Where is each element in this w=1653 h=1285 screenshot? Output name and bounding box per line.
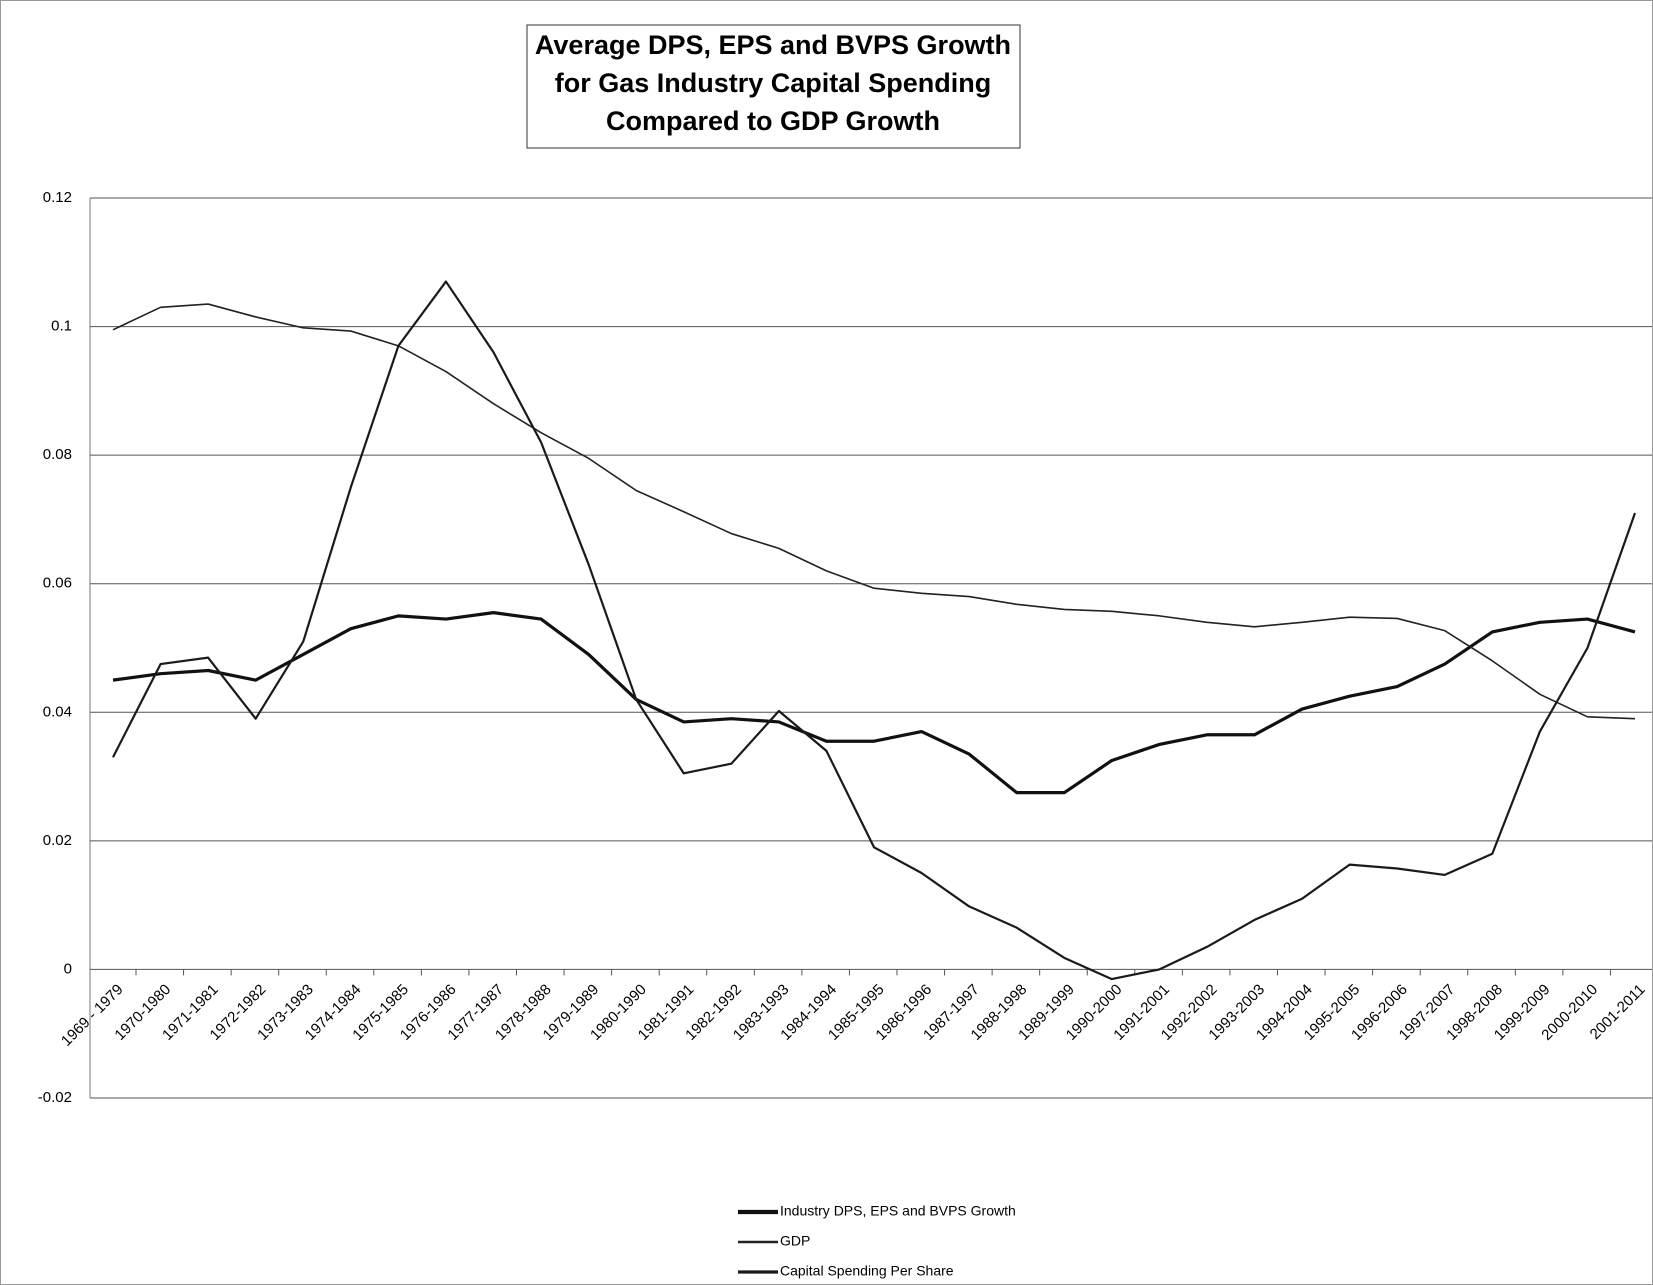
y-tick-label: 0.12	[43, 189, 72, 206]
y-tick-label: 0.08	[43, 446, 72, 463]
legend-label: Industry DPS, EPS and BVPS Growth	[780, 1203, 1016, 1219]
chart-title: Average DPS, EPS and BVPS Growth	[535, 30, 1011, 60]
title-box	[526, 24, 1021, 149]
y-tick-label: -0.02	[38, 1089, 72, 1106]
legend-label: GDP	[780, 1233, 810, 1249]
series-line	[112, 303, 1636, 720]
y-tick-label: 0.1	[51, 318, 72, 335]
y-tick-label: 0	[64, 960, 72, 977]
chart-title: for Gas Industry Capital Spending	[555, 68, 992, 98]
y-tick-label: 0.06	[43, 575, 72, 592]
legend-label: Capital Spending Per Share	[780, 1263, 954, 1279]
y-tick-label: 0.04	[43, 703, 72, 720]
series-line	[112, 611, 1636, 795]
chart-title: Compared to GDP Growth	[606, 106, 940, 136]
y-tick-label: 0.02	[43, 832, 72, 849]
series-line	[112, 280, 1637, 981]
